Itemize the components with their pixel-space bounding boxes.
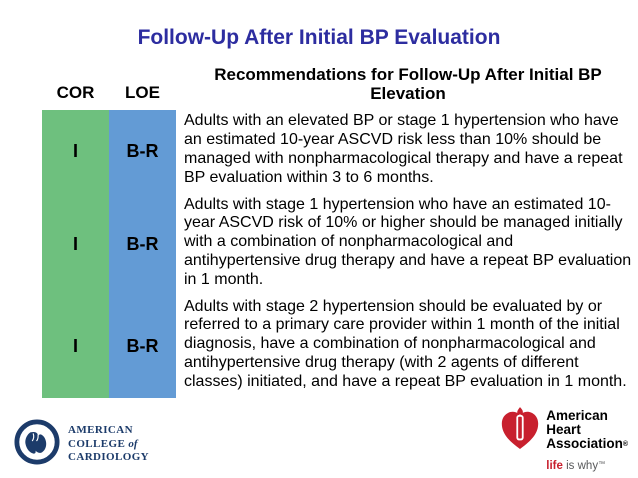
aha-heart-icon: [500, 407, 540, 456]
aha-tagline: life is why™: [546, 460, 606, 472]
recommendation-text: Adults with an elevated BP or stage 1 hy…: [176, 110, 632, 194]
acc-emblem-icon: [14, 419, 60, 470]
loe-cell: B-R: [109, 110, 176, 194]
recommendations-table: COR LOE Recommendations for Follow-Up Af…: [42, 65, 632, 398]
cor-cell: I: [42, 295, 109, 398]
col-header-cor: COR: [56, 83, 95, 103]
acc-logo-text: AMERICAN COLLEGE of CARDIOLOGY: [68, 423, 150, 464]
aha-logo: American Heart Association® life is why™: [500, 407, 628, 472]
acc-logo: AMERICAN COLLEGE of CARDIOLOGY: [14, 419, 149, 470]
loe-cell: B-R: [109, 295, 176, 398]
col-header-loe: LOE: [125, 83, 160, 103]
cor-cell: I: [42, 110, 109, 194]
recommendation-text: Adults with stage 2 hypertension should …: [176, 295, 632, 398]
recommendation-text: Adults with stage 1 hypertension who hav…: [176, 193, 632, 296]
aha-logo-text: American Heart Association®: [546, 408, 628, 452]
cor-cell: I: [42, 193, 109, 296]
loe-cell: B-R: [109, 193, 176, 296]
page-title: Follow-Up After Initial BP Evaluation: [137, 26, 501, 49]
col-header-recommendations: Recommendations for Follow-Up After Init…: [214, 65, 602, 103]
